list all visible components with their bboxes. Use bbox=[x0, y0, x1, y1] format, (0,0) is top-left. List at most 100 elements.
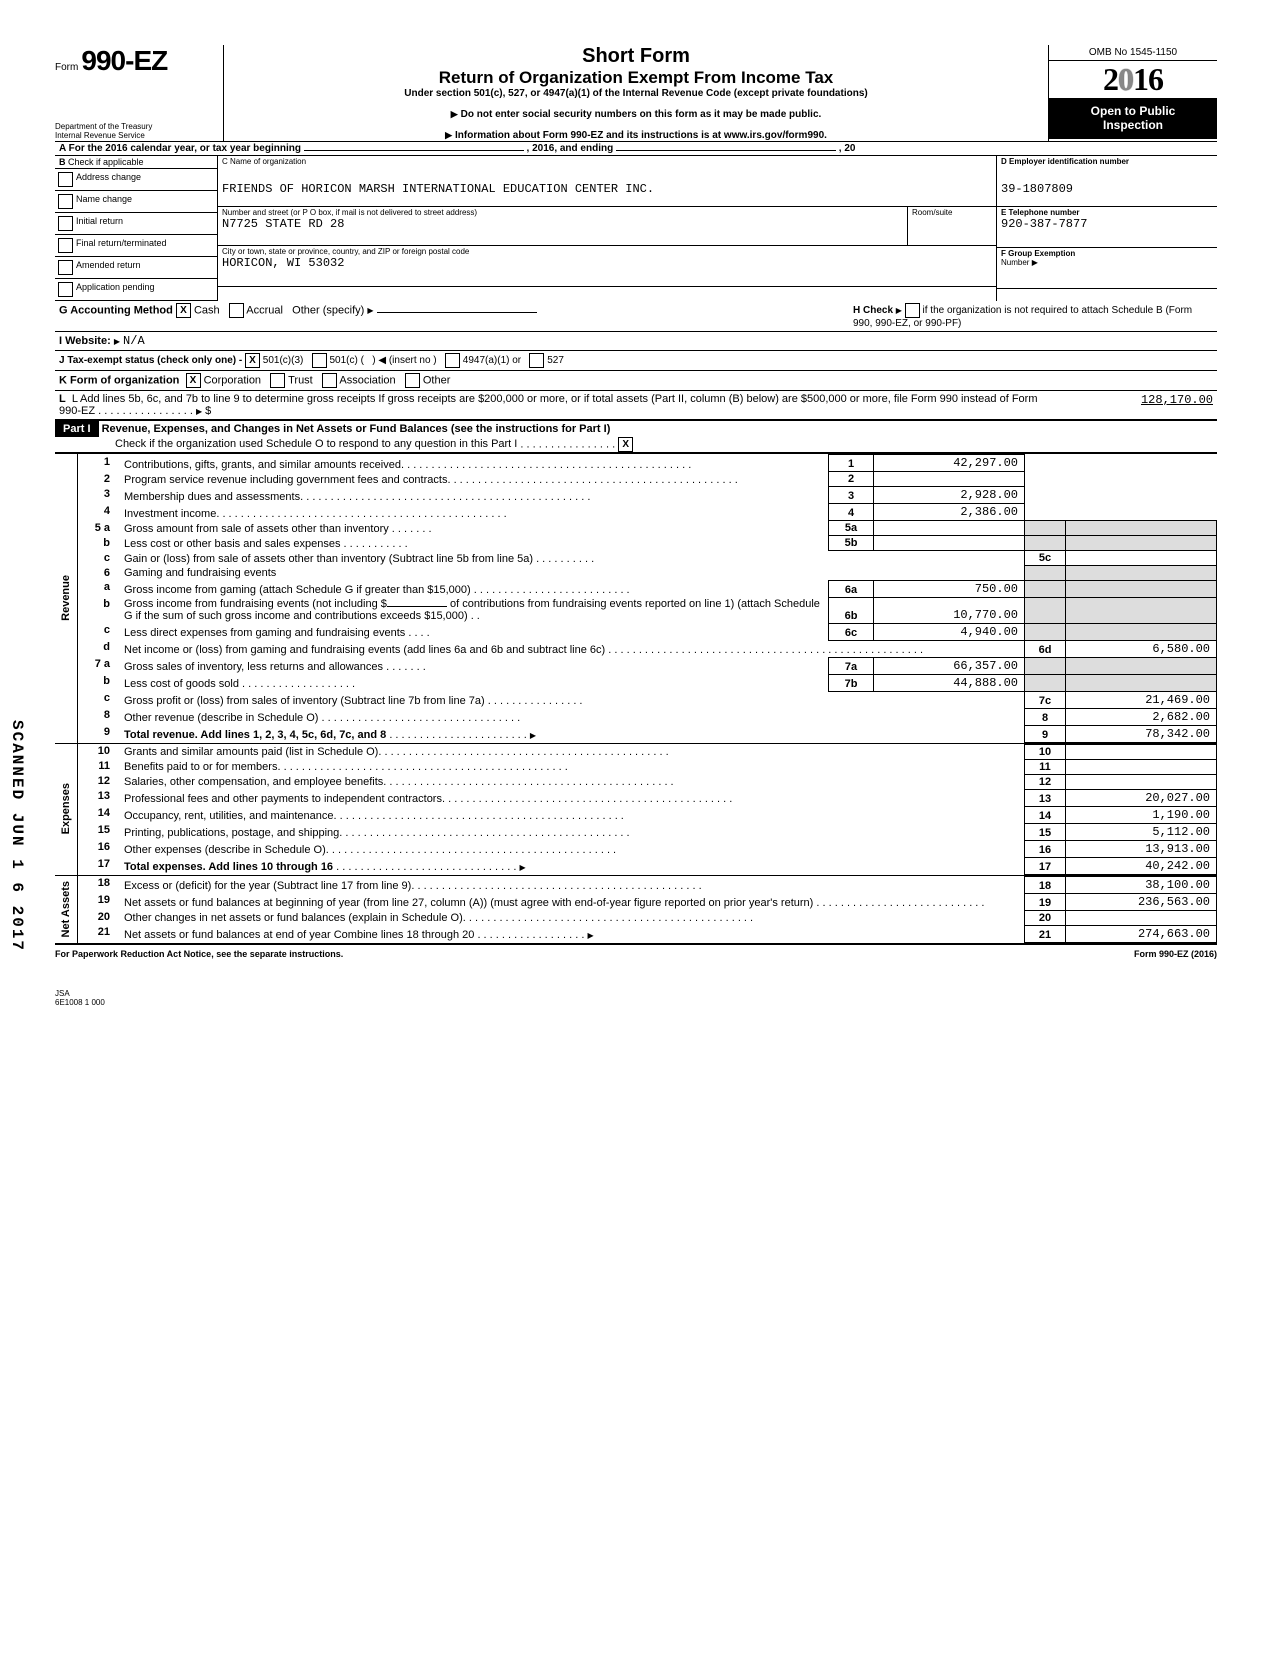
checkbox-schedule-o[interactable]: X bbox=[618, 437, 633, 452]
checkbox-trust[interactable] bbox=[270, 373, 285, 388]
checkbox-527[interactable] bbox=[529, 353, 544, 368]
checkbox-final-return[interactable]: Final return/terminated bbox=[55, 235, 217, 257]
line-20-amount bbox=[1066, 910, 1217, 925]
line-5b-text: Less cost or other basis and sales expen… bbox=[120, 536, 829, 551]
checkbox-assoc[interactable] bbox=[322, 373, 337, 388]
line-1-text: Contributions, gifts, grants, and simila… bbox=[120, 455, 829, 472]
checkbox-cash[interactable]: X bbox=[176, 303, 191, 318]
line-6b-text: Gross income from fundraising events (no… bbox=[120, 597, 829, 623]
checkbox-schedule-b[interactable] bbox=[905, 303, 920, 318]
line-9-amount: 78,342.00 bbox=[1066, 725, 1217, 742]
line-6c-amount: 4,940.00 bbox=[874, 623, 1025, 640]
form-number: 990-EZ bbox=[81, 45, 167, 76]
part1-title: Revenue, Expenses, and Changes in Net As… bbox=[102, 423, 611, 435]
line-6c-text: Less direct expenses from gaming and fun… bbox=[120, 623, 829, 640]
line-6-text: Gaming and fundraising events bbox=[120, 566, 1025, 581]
line-20-text: Other changes in net assets or fund bala… bbox=[120, 910, 1025, 925]
line-7c-text: Gross profit or (loss) from sales of inv… bbox=[120, 691, 1025, 708]
line-7a-amount: 66,357.00 bbox=[874, 657, 1025, 674]
paperwork-notice: For Paperwork Reduction Act Notice, see … bbox=[55, 949, 343, 959]
line-5a-text: Gross amount from sale of assets other t… bbox=[120, 521, 829, 536]
d-label: D Employer identification number bbox=[1001, 157, 1213, 166]
c-city-label: City or town, state or province, country… bbox=[222, 247, 992, 256]
line-6b-amount: 10,770.00 bbox=[874, 597, 1025, 623]
line-21-text: Net assets or fund balances at end of ye… bbox=[120, 925, 1025, 942]
line-2-amount bbox=[874, 472, 1025, 487]
line-k: K Form of organization X Corporation Tru… bbox=[55, 371, 1217, 391]
jsa-code: 6E1008 1 000 bbox=[55, 998, 1217, 1007]
c-name-label: C Name of organization bbox=[222, 157, 992, 166]
line-14-amount: 1,190.00 bbox=[1066, 806, 1217, 823]
line-7c-amount: 21,469.00 bbox=[1066, 691, 1217, 708]
ein-value: 39-1807809 bbox=[1001, 182, 1213, 196]
line-15-amount: 5,112.00 bbox=[1066, 823, 1217, 840]
omb-number: OMB No 1545-1150 bbox=[1049, 45, 1217, 61]
line-2-text: Program service revenue including govern… bbox=[120, 472, 829, 487]
tax-year: 2016 bbox=[1049, 61, 1217, 98]
checkbox-501c[interactable] bbox=[312, 353, 327, 368]
form-ref: Form 990-EZ (2016) bbox=[1134, 949, 1217, 959]
checkbox-501c3[interactable]: X bbox=[245, 353, 260, 368]
year-box: OMB No 1545-1150 2016 Open to Public Ins… bbox=[1049, 45, 1217, 139]
inspection-2: Inspection bbox=[1053, 118, 1213, 132]
section-b-header: B Check if applicable bbox=[55, 156, 217, 169]
checkbox-initial-return[interactable]: Initial return bbox=[55, 213, 217, 235]
line-10-amount bbox=[1066, 744, 1217, 759]
line-7b-text: Less cost of goods sold . . . . . . . . … bbox=[120, 674, 829, 691]
org-name: FRIENDS OF HORICON MARSH INTERNATIONAL E… bbox=[222, 182, 992, 196]
notice-info: Information about Form 990-EZ and its in… bbox=[232, 130, 1040, 141]
line-13-text: Professional fees and other payments to … bbox=[120, 789, 1025, 806]
checkbox-amended[interactable]: Amended return bbox=[55, 257, 217, 279]
line-19-text: Net assets or fund balances at beginning… bbox=[120, 893, 1025, 910]
line-6a-amount: 750.00 bbox=[874, 580, 1025, 597]
checkbox-name-change[interactable]: Name change bbox=[55, 191, 217, 213]
line-5c-amount bbox=[1066, 551, 1217, 566]
line-4-amount: 2,386.00 bbox=[874, 504, 1025, 521]
checkbox-4947[interactable] bbox=[445, 353, 460, 368]
title-short: Short Form bbox=[232, 45, 1040, 68]
line-11-text: Benefits paid to or for members bbox=[120, 759, 1025, 774]
line-13-amount: 20,027.00 bbox=[1066, 789, 1217, 806]
line-18-text: Excess or (deficit) for the year (Subtra… bbox=[120, 876, 1025, 893]
part1-check-text: Check if the organization used Schedule … bbox=[115, 438, 517, 450]
line-i: I Website: N/A bbox=[55, 332, 1217, 351]
title-main: Return of Organization Exempt From Incom… bbox=[232, 68, 1040, 88]
part1-label: Part I bbox=[55, 421, 99, 437]
line-9-text: Total revenue. Add lines 1, 2, 3, 4, 5c,… bbox=[120, 725, 1025, 742]
line-12-text: Salaries, other compensation, and employ… bbox=[120, 774, 1025, 789]
line-21-amount: 274,663.00 bbox=[1066, 925, 1217, 942]
checkbox-corp[interactable]: X bbox=[186, 373, 201, 388]
org-city: HORICON, WI 53032 bbox=[222, 256, 992, 270]
checkbox-address-change[interactable]: Address change bbox=[55, 169, 217, 191]
room-suite-label: Room/suite bbox=[912, 208, 992, 217]
form-word: Form bbox=[55, 62, 78, 73]
checkbox-accrual[interactable] bbox=[229, 303, 244, 318]
checkbox-other-org[interactable] bbox=[405, 373, 420, 388]
phone-value: 920-387-7877 bbox=[1001, 217, 1213, 231]
f-sub: Number bbox=[1001, 258, 1213, 267]
line-l: L L Add lines 5b, 6c, and 7b to line 9 t… bbox=[55, 391, 1217, 421]
line-3-text: Membership dues and assessments bbox=[120, 487, 829, 504]
side-netassets: Net Assets bbox=[60, 881, 72, 937]
line-6d-text: Net income or (loss) from gaming and fun… bbox=[120, 640, 1025, 657]
c-street-label: Number and street (or P O box, if mail i… bbox=[222, 208, 903, 217]
line-6d-amount: 6,580.00 bbox=[1066, 640, 1217, 657]
line-4-text: Investment income bbox=[120, 504, 829, 521]
line-10-text: Grants and similar amounts paid (list in… bbox=[120, 744, 1025, 759]
side-expenses: Expenses bbox=[60, 783, 72, 834]
line-15-text: Printing, publications, postage, and shi… bbox=[120, 823, 1025, 840]
line-h: H Check if the organization is not requi… bbox=[849, 301, 1217, 331]
line-5a-amount bbox=[874, 521, 1025, 536]
line-j: J Tax-exempt status (check only one) - X… bbox=[55, 351, 1217, 371]
side-revenue: Revenue bbox=[60, 575, 72, 621]
line-18-amount: 38,100.00 bbox=[1066, 876, 1217, 893]
line-17-amount: 40,242.00 bbox=[1066, 857, 1217, 874]
checkbox-application-pending[interactable]: Application pending bbox=[55, 279, 217, 301]
line-7b-amount: 44,888.00 bbox=[874, 674, 1025, 691]
line-8-text: Other revenue (describe in Schedule O) .… bbox=[120, 708, 1025, 725]
line-3-amount: 2,928.00 bbox=[874, 487, 1025, 504]
line-19-amount: 236,563.00 bbox=[1066, 893, 1217, 910]
line-11-amount bbox=[1066, 759, 1217, 774]
line-6a-text: Gross income from gaming (attach Schedul… bbox=[120, 580, 829, 597]
line-5c-text: Gain or (loss) from sale of assets other… bbox=[120, 551, 1025, 566]
